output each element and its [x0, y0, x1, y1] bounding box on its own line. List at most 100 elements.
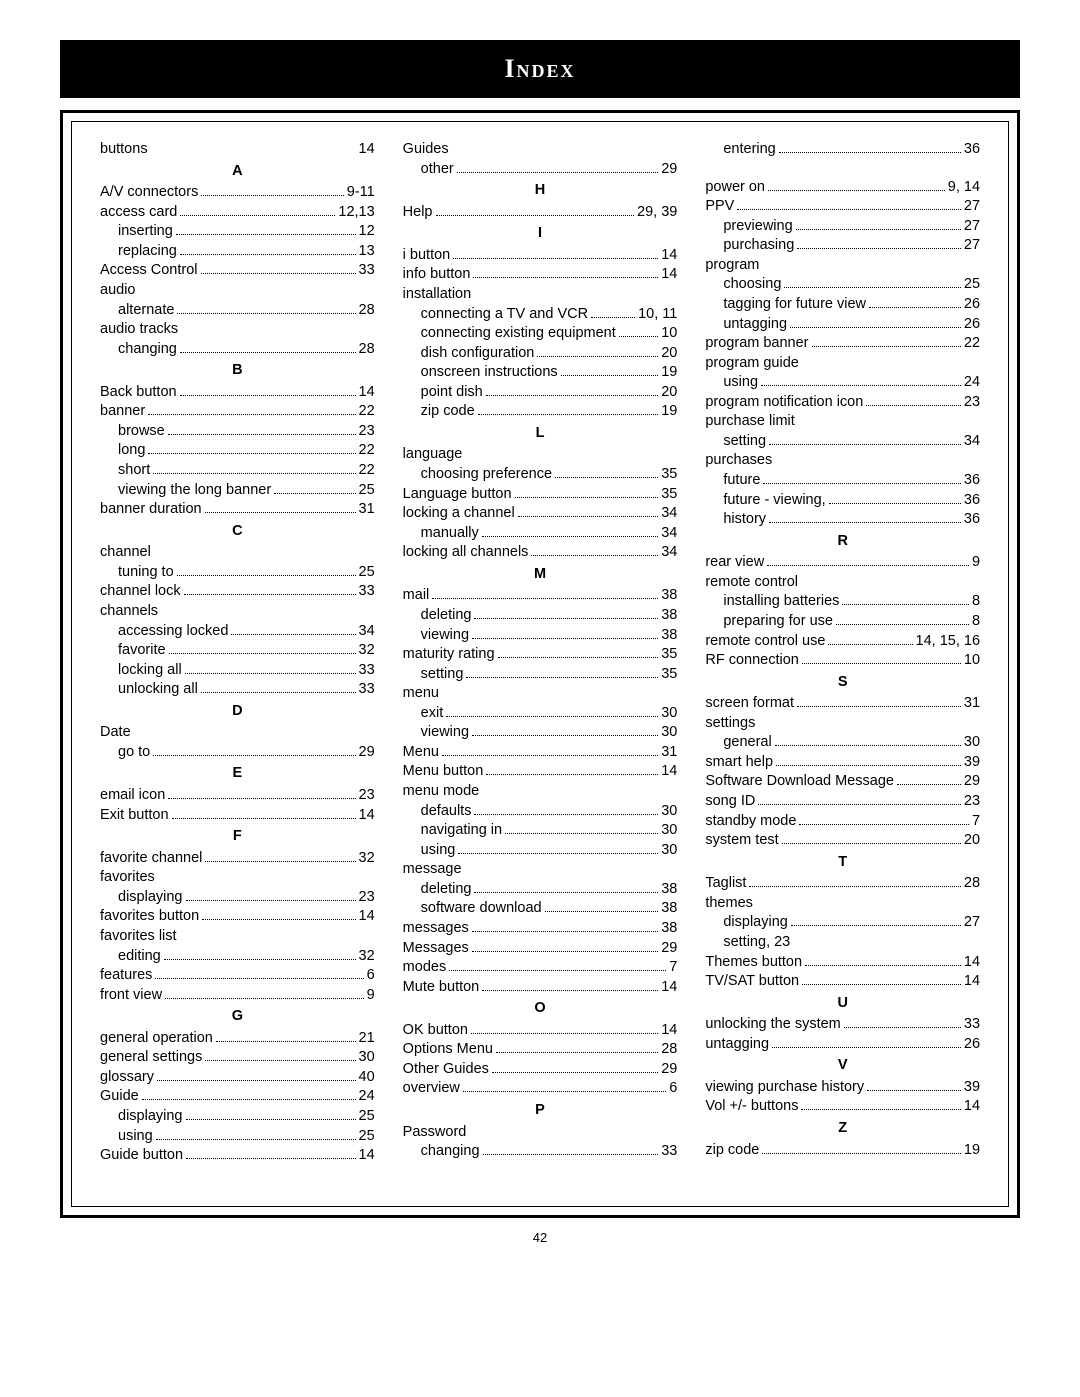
entry-page: 9-11 — [347, 183, 375, 203]
leader-dots — [482, 536, 659, 537]
leader-dots — [483, 1154, 659, 1155]
index-entry: choosing 25 — [705, 275, 980, 295]
leader-dots — [202, 919, 355, 920]
entry-page: 23 — [964, 792, 980, 812]
index-entry: buttons14 — [100, 140, 375, 160]
entry-label: channel — [100, 543, 151, 563]
entry-page: 38 — [661, 899, 677, 919]
index-entry-header: purchases — [705, 451, 980, 471]
entry-label: Software Download Message — [705, 772, 894, 792]
entry-label: Vol +/- buttons — [705, 1097, 798, 1117]
entry-label: language — [403, 445, 463, 465]
section-letter: H — [403, 181, 678, 201]
index-entry: displaying 23 — [100, 888, 375, 908]
entry-label: long — [118, 441, 145, 461]
section-letter: P — [403, 1101, 678, 1121]
entry-label: tuning to — [118, 563, 174, 583]
leader-dots — [492, 1072, 658, 1073]
index-entry: favorite 32 — [100, 641, 375, 661]
entry-label: viewing purchase history — [705, 1078, 864, 1098]
leader-dots — [486, 395, 658, 396]
leader-dots — [531, 555, 658, 556]
index-entry: Guide button 14 — [100, 1146, 375, 1166]
entry-label: RF connection — [705, 651, 799, 671]
entry-label: maturity rating — [403, 645, 495, 665]
entry-label: menu mode — [403, 782, 480, 802]
entry-label: Help — [403, 203, 433, 223]
entry-page: 14, 15, 16 — [916, 632, 981, 652]
entry-label: Guide — [100, 1087, 139, 1107]
entry-label: installing batteries — [723, 592, 839, 612]
leader-dots — [779, 152, 961, 153]
entry-page: 14 — [359, 907, 375, 927]
entry-label: choosing — [723, 275, 781, 295]
index-entry: untagging 26 — [705, 315, 980, 335]
entry-page: 27 — [964, 913, 980, 933]
section-letter: L — [403, 424, 678, 444]
leader-dots — [474, 618, 658, 619]
leader-dots — [836, 624, 969, 625]
leader-dots — [471, 1033, 658, 1034]
index-entry: browse 23 — [100, 422, 375, 442]
entry-label: defaults — [421, 802, 472, 822]
entry-label: messages — [403, 919, 469, 939]
entry-page: 29 — [661, 160, 677, 180]
index-entry: Messages 29 — [403, 939, 678, 959]
leader-dots — [186, 1119, 356, 1120]
entry-page: 25 — [359, 1107, 375, 1127]
entry-label: manually — [421, 524, 479, 544]
entry-label: OK button — [403, 1021, 468, 1041]
entry-page: 31 — [359, 500, 375, 520]
index-entry: viewing 30 — [403, 723, 678, 743]
index-columns: buttons14AA/V connectors 9-11access card… — [100, 140, 980, 1166]
section-letter: Z — [705, 1119, 980, 1139]
leader-dots — [790, 327, 961, 328]
index-entry: favorite channel 32 — [100, 849, 375, 869]
leader-dots — [457, 172, 658, 173]
entry-page: 35 — [661, 465, 677, 485]
index-entry: setting 34 — [705, 432, 980, 452]
leader-dots — [897, 784, 961, 785]
entry-label: song ID — [705, 792, 755, 812]
index-entry: setting 35 — [403, 665, 678, 685]
spacer — [705, 160, 980, 178]
entry-page: 40 — [359, 1068, 375, 1088]
index-entry: deleting 38 — [403, 606, 678, 626]
index-entry: replacing 13 — [100, 242, 375, 262]
entry-page: 31 — [661, 743, 677, 763]
entry-page: 23 — [359, 786, 375, 806]
entry-label: replacing — [118, 242, 177, 262]
entry-page: 38 — [661, 626, 677, 646]
entry-page: 33 — [359, 261, 375, 281]
index-entry: Mute button 14 — [403, 978, 678, 998]
index-entry: changing 28 — [100, 340, 375, 360]
entry-page: 14 — [964, 972, 980, 992]
entry-label: Date — [100, 723, 131, 743]
leader-dots — [201, 195, 343, 196]
entry-page: 6 — [367, 966, 375, 986]
leader-dots — [473, 277, 658, 278]
entry-label: deleting — [421, 880, 472, 900]
index-entry: features 6 — [100, 966, 375, 986]
entry-label: rear view — [705, 553, 764, 573]
entry-label: Mute button — [403, 978, 480, 998]
index-entry: preparing for use 8 — [705, 612, 980, 632]
entry-label: using — [421, 841, 456, 861]
leader-dots — [761, 385, 961, 386]
entry-label: Guide button — [100, 1146, 183, 1166]
index-entry: locking all channels 34 — [403, 543, 678, 563]
entry-page: 22 — [359, 441, 375, 461]
entry-label: favorites list — [100, 927, 177, 947]
leader-dots — [515, 497, 659, 498]
leader-dots — [474, 892, 658, 893]
index-entry: using 25 — [100, 1127, 375, 1147]
leader-dots — [737, 209, 961, 210]
entry-page: 27 — [964, 197, 980, 217]
leader-dots — [842, 604, 969, 605]
leader-dots — [518, 516, 658, 517]
index-entry: accessing locked 34 — [100, 622, 375, 642]
entry-label: using — [723, 373, 758, 393]
entry-page: 19 — [964, 1141, 980, 1161]
entry-label: alternate — [118, 301, 174, 321]
entry-label: Other Guides — [403, 1060, 489, 1080]
